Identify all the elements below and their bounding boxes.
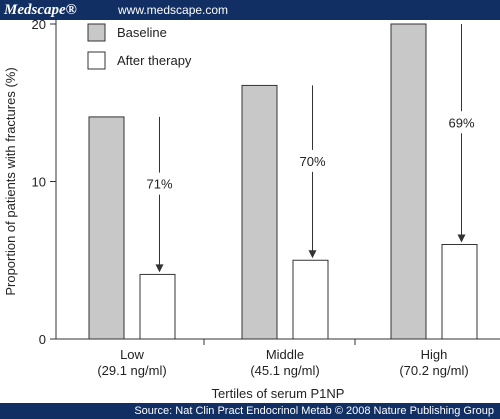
category-sublabel: (70.2 ng/ml)	[399, 363, 468, 378]
y-tick-label: 10	[32, 175, 46, 190]
axes	[50, 20, 500, 345]
category-sublabel: (45.1 ng/ml)	[250, 363, 319, 378]
medscape-logo: Medscape®	[4, 2, 77, 18]
y-axis-title: Proportion of patients with fractures (%…	[3, 67, 18, 295]
category-label: Low	[120, 347, 144, 362]
legend-swatch-baseline	[87, 23, 106, 42]
reduction-arrowhead	[155, 264, 164, 273]
category-label: Middle	[266, 347, 304, 362]
y-tick-label: 0	[39, 332, 46, 347]
baseline-bar	[88, 116, 125, 340]
category-label: High	[421, 347, 448, 362]
after-therapy-bar	[441, 244, 478, 340]
legend-label: After therapy	[117, 53, 192, 68]
site-url: www.medscape.com	[118, 3, 229, 17]
category-sublabel: (29.1 ng/ml)	[97, 363, 166, 378]
baseline-bar	[241, 84, 278, 340]
legend-swatch-after-therapy	[87, 51, 106, 70]
bars	[88, 23, 478, 340]
x-axis-title: Tertiles of serum P1NP	[212, 386, 345, 401]
after-therapy-bar	[292, 259, 329, 340]
reduction-arrows	[155, 24, 466, 273]
source-credit: Source: Nat Clin Pract Endocrinol Metab …	[134, 405, 494, 417]
reduction-arrowhead	[308, 250, 317, 259]
labels: 0 10 20 71% Low(29.1 ng/ml) 70% Middle(45.1 ng…	[3, 17, 475, 401]
after-therapy-bar	[139, 273, 176, 340]
y-tick-label: 20	[32, 17, 46, 32]
header-bar: Medscape® www.medscape.com	[0, 0, 500, 20]
footer-bar: Source: Nat Clin Pract Endocrinol Metab …	[0, 403, 500, 419]
baseline-bar	[390, 23, 427, 340]
reduction-percent-label: 70%	[299, 154, 325, 169]
reduction-percent-label: 69%	[448, 115, 474, 130]
reduction-arrowhead	[457, 234, 466, 243]
reduction-percent-label: 71%	[146, 177, 172, 192]
legend-label: Baseline	[117, 25, 167, 40]
legend: Baseline After therapy	[87, 23, 192, 70]
